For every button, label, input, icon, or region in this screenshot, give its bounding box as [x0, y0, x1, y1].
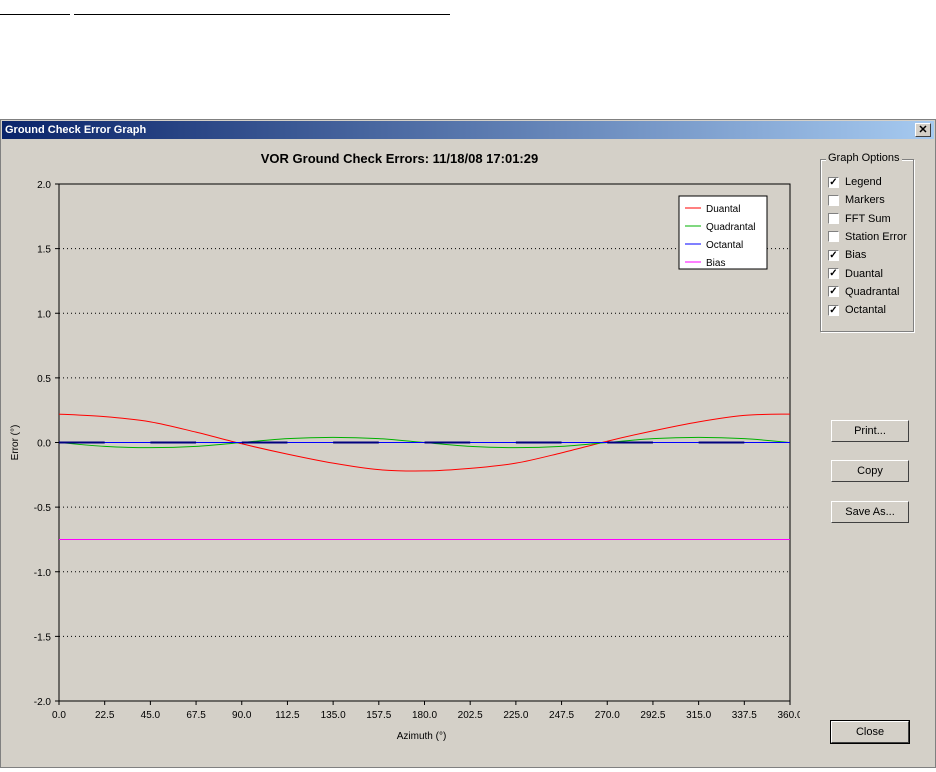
print-button[interactable]: Print...: [831, 420, 909, 442]
legend-label: Octantal: [706, 240, 743, 251]
close-window-icon[interactable]: ✕: [915, 123, 931, 137]
x-tick-label: 247.5: [549, 710, 574, 721]
x-tick-label: 45.0: [141, 710, 161, 721]
x-tick-label: 337.5: [732, 710, 757, 721]
option-label: Station Error: [845, 230, 907, 243]
option-checkbox[interactable]: ✓: [828, 286, 839, 298]
x-tick-label: 202.5: [458, 710, 483, 721]
x-tick-label: 135.0: [321, 710, 346, 721]
option-label: Quadrantal: [845, 285, 900, 298]
option-checkbox[interactable]: ✓: [828, 176, 839, 188]
option-bias[interactable]: ✓ Bias: [828, 248, 866, 262]
chart-title: VOR Ground Check Errors: 11/18/08 17:01:…: [261, 151, 538, 166]
window-titlebar: Ground Check Error Graph ✕: [2, 121, 934, 139]
x-tick-label: 157.5: [366, 710, 391, 721]
option-checkbox[interactable]: [828, 194, 839, 206]
document-rule-left: [0, 14, 70, 15]
x-tick-label: 67.5: [186, 710, 206, 721]
series-line-duantal: [58, 413, 791, 472]
x-tick-label: 180.0: [412, 710, 437, 721]
x-axis-label: Azimuth (°): [397, 731, 447, 742]
x-tick-label: 270.0: [595, 710, 620, 721]
x-tick-label: 315.0: [686, 710, 711, 721]
x-tick-label: 22.5: [95, 710, 115, 721]
y-tick-label: 1.5: [37, 245, 51, 256]
option-checkbox[interactable]: [828, 231, 839, 243]
option-station-error[interactable]: Station Error: [828, 230, 907, 244]
option-label: Octantal: [845, 304, 886, 317]
y-tick-label: -2.0: [34, 697, 52, 708]
option-checkbox[interactable]: ✓: [828, 268, 839, 279]
option-checkbox[interactable]: ✓: [828, 249, 839, 261]
option-duantal[interactable]: ✓ Duantal: [828, 267, 883, 281]
option-label: Markers: [845, 194, 885, 207]
y-tick-label: -1.5: [34, 632, 52, 643]
legend-label: Bias: [706, 258, 725, 269]
window-title: Ground Check Error Graph: [5, 124, 147, 136]
y-axis-label: Error (°): [10, 425, 21, 461]
graph-options-title: Graph Options: [826, 152, 902, 164]
legend-label: Quadrantal: [706, 222, 755, 233]
copy-button[interactable]: Copy: [831, 460, 909, 482]
save-as-button[interactable]: Save As...: [831, 501, 909, 523]
legend-label: Duantal: [706, 204, 740, 215]
y-tick-label: 0.0: [37, 439, 51, 450]
y-tick-label: 2.0: [37, 180, 51, 191]
option-checkbox[interactable]: ✓: [828, 304, 839, 316]
option-quadrantal[interactable]: ✓ Quadrantal: [828, 285, 899, 299]
close-button[interactable]: Close: [830, 720, 910, 744]
document-rule-right: [74, 14, 450, 15]
option-label: FFT Sum: [845, 212, 891, 225]
y-tick-label: -0.5: [34, 503, 52, 514]
x-tick-label: 360.0: [777, 710, 800, 721]
option-legend[interactable]: ✓ Legend: [828, 175, 882, 189]
x-tick-label: 225.0: [503, 710, 528, 721]
y-tick-label: -1.0: [34, 568, 52, 579]
graph-panel: VOR Ground Check Errors: 11/18/08 17:01:…: [0, 139, 803, 767]
x-tick-label: 112.5: [275, 710, 300, 721]
option-label: Legend: [845, 176, 882, 188]
y-tick-label: 0.5: [37, 374, 51, 385]
option-octantal[interactable]: ✓ Octantal: [828, 303, 886, 317]
y-tick-label: 1.0: [37, 309, 51, 320]
option-fft-sum[interactable]: FFT Sum: [828, 212, 891, 226]
option-markers[interactable]: Markers: [828, 193, 885, 207]
x-tick-label: 292.5: [640, 710, 665, 721]
x-tick-label: 90.0: [232, 710, 252, 721]
option-checkbox[interactable]: [828, 213, 839, 225]
option-label: Duantal: [845, 267, 883, 280]
x-tick-label: 0.0: [52, 710, 66, 721]
option-label: Bias: [845, 249, 867, 262]
error-chart: VOR Ground Check Errors: 11/18/08 17:01:…: [10, 151, 803, 742]
